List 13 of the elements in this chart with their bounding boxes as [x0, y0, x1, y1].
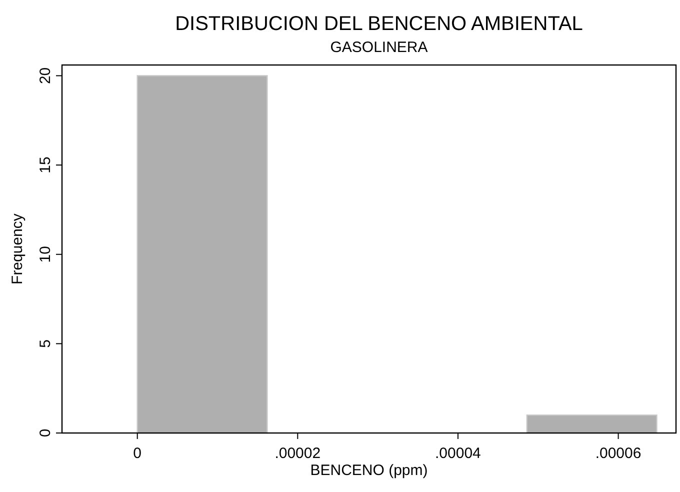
x-tick-label: .00006	[595, 445, 642, 462]
y-tick-label: 0	[37, 428, 54, 438]
y-tick-label: 5	[37, 340, 54, 348]
y-tick-label: 15	[37, 156, 54, 174]
y-tick-label: 20	[37, 67, 54, 84]
chart-subtitle: GASOLINERA	[330, 39, 428, 56]
x-tick-label: 0	[133, 445, 142, 462]
chart-title: DISTRIBUCION DEL BENCENO AMBIENTAL	[175, 13, 583, 35]
y-axis-title: Frequency	[9, 213, 26, 284]
x-axis-title: BENCENO (ppm)	[310, 462, 428, 479]
y-tick-label: 10	[37, 246, 54, 263]
x-tick-label: .00002	[274, 445, 321, 462]
x-tick-label: .00004	[435, 445, 481, 462]
